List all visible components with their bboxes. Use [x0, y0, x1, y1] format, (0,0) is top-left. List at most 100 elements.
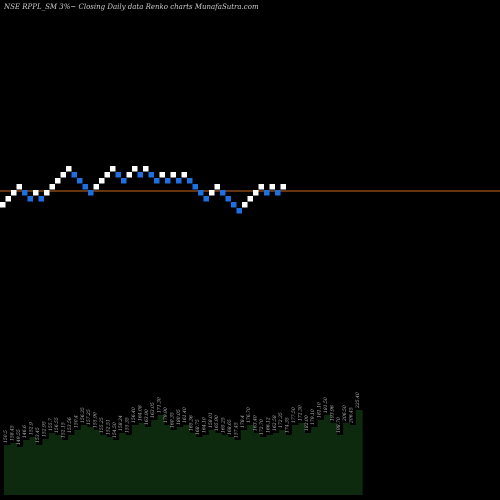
volume-bar — [138, 423, 146, 495]
renko-brick-down — [231, 202, 237, 208]
volume-label: 156.35 — [80, 407, 86, 423]
renko-brick-up — [33, 190, 39, 196]
volume-bar — [253, 433, 261, 495]
volume-label: 179.10 — [310, 409, 316, 425]
volume-label: 193.96 — [329, 405, 335, 421]
volume-bar — [144, 427, 152, 495]
volume-label: 182.00 — [304, 415, 310, 431]
renko-brick-up — [93, 184, 99, 190]
volume-label: 174.35 — [285, 417, 291, 433]
volume-bar — [324, 415, 331, 495]
volume-label: 153.45 — [35, 427, 41, 443]
volume-label: 163.90 — [144, 409, 150, 425]
volume-label: 155.7 — [48, 418, 54, 431]
volume-bar — [247, 425, 254, 495]
renko-brick-down — [137, 172, 143, 178]
volume-label: 150.5 — [3, 430, 9, 443]
volume-bar — [228, 437, 235, 495]
volume-label: 152.95 — [41, 421, 47, 437]
renko-brick-up — [0, 202, 6, 208]
renko-brick-down — [154, 178, 160, 184]
renko-brick-down — [165, 178, 171, 184]
volume-label: 155.35 — [125, 417, 131, 433]
renko-brick-down — [192, 184, 198, 190]
renko-brick-up — [11, 190, 17, 196]
volume-label: 157.25 — [86, 409, 92, 425]
volume-bar — [279, 430, 286, 495]
renko-brick-up — [110, 166, 116, 172]
renko-brick-down — [236, 208, 242, 214]
renko-brick-up — [214, 184, 220, 190]
renko-brick-up — [126, 172, 132, 178]
volume-label: 164.10 — [201, 417, 207, 433]
renko-brick-up — [16, 184, 22, 190]
volume-bar — [100, 435, 107, 495]
volume-bar — [176, 427, 184, 495]
volume-label: 165.90 — [214, 415, 220, 431]
volume-label: 152.15 — [61, 422, 67, 438]
volume-bar — [304, 433, 312, 495]
volume-label: 160.35 — [169, 412, 175, 428]
volume-label: 165.25 — [221, 417, 227, 433]
renko-brick-up — [5, 196, 11, 202]
renko-brick-down — [220, 190, 226, 196]
renko-brick-up — [49, 184, 55, 190]
renko-brick-down — [264, 190, 270, 196]
volume-label: 168.75 — [195, 419, 201, 435]
volume-bar — [208, 430, 216, 495]
renko-brick-down — [203, 196, 209, 202]
volume-label: 181.50 — [323, 397, 329, 413]
volume-bar — [80, 425, 88, 495]
volume-bar — [132, 425, 139, 495]
volume-label: 163.40 — [253, 415, 259, 431]
volume-label: 172.35 — [278, 412, 284, 428]
volume-bar — [234, 440, 242, 495]
volume-bar — [317, 420, 325, 495]
volume-bar — [330, 423, 338, 495]
volume-label: 156.40 — [131, 407, 137, 423]
renko-brick-up — [181, 172, 187, 178]
volume-bar — [164, 425, 171, 495]
volume-bar — [36, 445, 43, 495]
volume-bar — [125, 435, 133, 495]
volume-bar — [151, 420, 158, 495]
volume-label: 166.12 — [265, 417, 271, 433]
volume-label: 171.30 — [157, 397, 163, 413]
volume-label: 164.08 — [137, 405, 143, 421]
renko-brick-up — [55, 178, 61, 184]
volume-bar — [292, 425, 299, 495]
renko-brick-down — [187, 178, 193, 184]
volume-label: 152.51 — [105, 419, 111, 435]
renko-brick-down — [115, 172, 121, 178]
renko-brick-up — [253, 190, 259, 196]
volume-label: 206.50 — [342, 405, 348, 422]
volume-label: 146.6 — [22, 425, 28, 438]
volume-bar — [202, 435, 210, 495]
volume-bar — [61, 440, 69, 495]
renko-brick-down — [275, 190, 281, 196]
volume-label: 172.70 — [259, 419, 265, 435]
volume-bar — [343, 423, 350, 495]
chart-title: NSE RPPL_SM 3%~ Closing Daily data Renko… — [3, 3, 259, 11]
volume-label: 168.65 — [227, 419, 233, 435]
volume-label: 177.50 — [291, 407, 297, 423]
renko-brick-up — [159, 172, 165, 178]
volume-label: 181.10 — [317, 402, 323, 418]
renko-brick-down — [176, 178, 182, 184]
renko-brick-up — [104, 172, 110, 178]
volume-bar — [272, 433, 280, 495]
renko-brick-down — [71, 172, 77, 178]
volume-label: 157.45 — [233, 422, 239, 438]
volume-bar — [215, 433, 222, 495]
volume-label: 178.4 — [240, 415, 246, 428]
volume-label: 155.25 — [99, 417, 105, 433]
volume-bar — [68, 435, 75, 495]
volume-bar — [119, 433, 126, 495]
renko-brick-up — [99, 178, 105, 184]
renko-brick-up — [60, 172, 66, 178]
volume-bar — [16, 447, 24, 495]
renko-brick-up — [247, 196, 253, 202]
renko-brick-up — [132, 166, 138, 172]
renko-brick-down — [82, 184, 88, 190]
